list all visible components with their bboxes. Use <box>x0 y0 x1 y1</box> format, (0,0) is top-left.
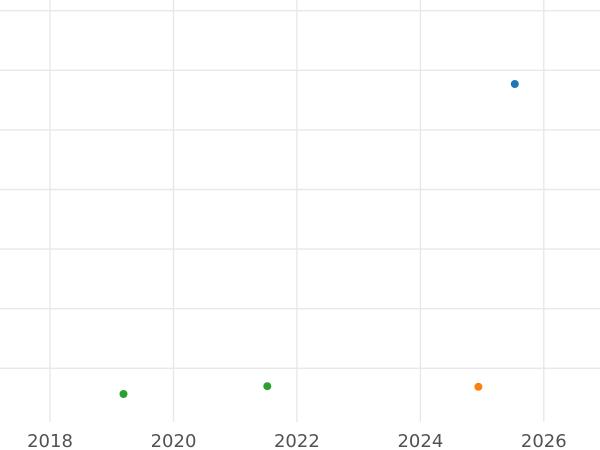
x-tick-label: 2020 <box>151 431 197 450</box>
x-tick-label: 2024 <box>397 431 443 450</box>
data-point-green-series <box>263 382 272 391</box>
data-point-green-series <box>119 390 128 398</box>
data-point-blue-series <box>510 80 519 88</box>
x-tick-label: 2018 <box>27 431 73 450</box>
x-tick-label: 2026 <box>521 431 567 450</box>
x-tick-label: 2022 <box>274 431 320 450</box>
data-point-orange-series <box>474 382 483 391</box>
